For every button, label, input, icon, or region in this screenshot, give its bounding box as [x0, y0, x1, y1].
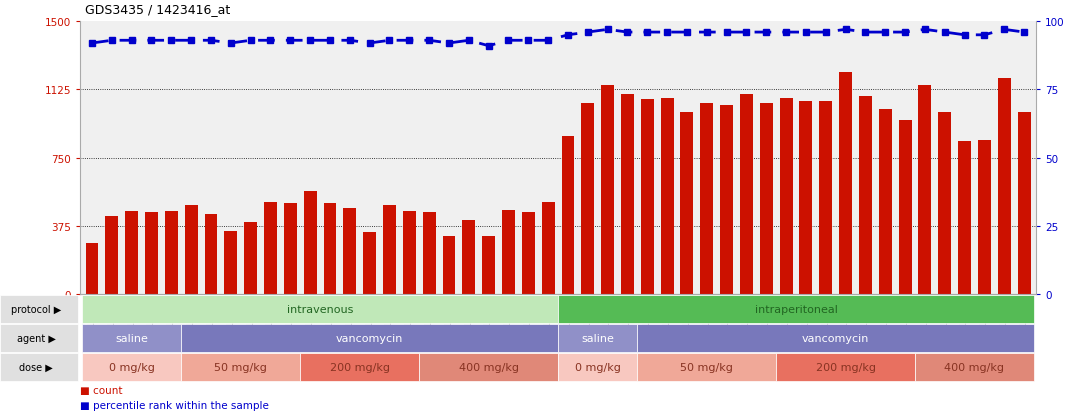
- Bar: [541, 202, 554, 295]
- Bar: [164, 211, 177, 295]
- Bar: [423, 213, 436, 295]
- Bar: [502, 210, 515, 295]
- Bar: [720, 106, 733, 295]
- Bar: [106, 216, 119, 295]
- Bar: [125, 211, 138, 295]
- Text: dose ▶: dose ▶: [19, 362, 53, 372]
- Bar: [245, 222, 257, 295]
- Bar: [224, 231, 237, 295]
- Bar: [145, 213, 158, 295]
- Bar: [264, 202, 277, 295]
- Bar: [759, 104, 773, 295]
- Text: 200 mg/kg: 200 mg/kg: [330, 362, 390, 372]
- Bar: [661, 98, 674, 295]
- Bar: [978, 140, 991, 295]
- Bar: [581, 104, 594, 295]
- Bar: [601, 86, 614, 295]
- Text: GDS3435 / 1423416_at: GDS3435 / 1423416_at: [85, 3, 231, 16]
- Bar: [185, 206, 198, 295]
- Text: ■ percentile rank within the sample: ■ percentile rank within the sample: [80, 401, 269, 411]
- Bar: [303, 191, 316, 295]
- Bar: [780, 98, 792, 295]
- Bar: [819, 102, 832, 295]
- Text: intraperitoneal: intraperitoneal: [755, 304, 837, 315]
- Bar: [562, 137, 575, 295]
- Text: 50 mg/kg: 50 mg/kg: [215, 362, 267, 372]
- Bar: [898, 120, 911, 295]
- Bar: [641, 100, 654, 295]
- Text: 0 mg/kg: 0 mg/kg: [575, 362, 621, 372]
- Bar: [800, 102, 813, 295]
- Text: agent ▶: agent ▶: [17, 333, 56, 343]
- Bar: [958, 142, 971, 295]
- Bar: [701, 104, 713, 295]
- Bar: [621, 95, 634, 295]
- Bar: [343, 209, 357, 295]
- Text: protocol ▶: protocol ▶: [11, 304, 61, 315]
- Bar: [859, 97, 871, 295]
- Text: saline: saline: [581, 333, 614, 343]
- Bar: [462, 220, 475, 295]
- Bar: [383, 206, 396, 295]
- Text: vancomycin: vancomycin: [336, 333, 404, 343]
- Text: intravenous: intravenous: [287, 304, 354, 315]
- Bar: [879, 109, 892, 295]
- Bar: [284, 204, 297, 295]
- Text: 50 mg/kg: 50 mg/kg: [680, 362, 734, 372]
- Text: saline: saline: [115, 333, 148, 343]
- Text: vancomycin: vancomycin: [802, 333, 869, 343]
- Bar: [1018, 113, 1031, 295]
- Bar: [918, 86, 931, 295]
- Bar: [839, 73, 852, 295]
- Bar: [998, 78, 1010, 295]
- Text: 400 mg/kg: 400 mg/kg: [944, 362, 1005, 372]
- Bar: [522, 213, 535, 295]
- Bar: [939, 113, 952, 295]
- Bar: [205, 215, 218, 295]
- Bar: [442, 237, 455, 295]
- Bar: [740, 95, 753, 295]
- Text: 200 mg/kg: 200 mg/kg: [816, 362, 876, 372]
- Bar: [680, 113, 693, 295]
- Bar: [324, 204, 336, 295]
- Bar: [85, 244, 98, 295]
- Text: ■ count: ■ count: [80, 386, 123, 396]
- Bar: [363, 233, 376, 295]
- Text: 400 mg/kg: 400 mg/kg: [458, 362, 519, 372]
- Bar: [403, 211, 415, 295]
- Text: 0 mg/kg: 0 mg/kg: [109, 362, 155, 372]
- Bar: [482, 237, 496, 295]
